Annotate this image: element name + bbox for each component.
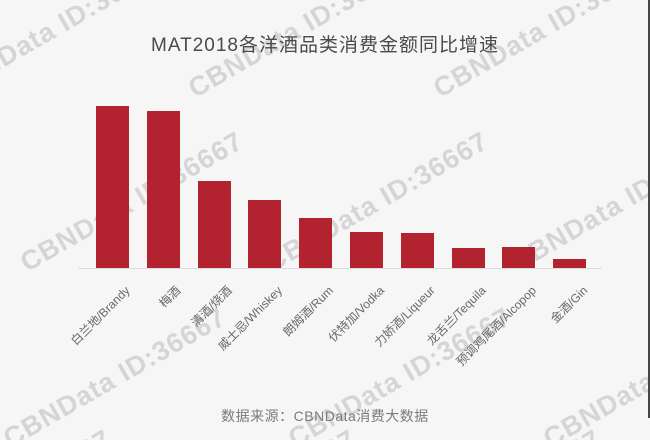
bar-2	[146, 111, 180, 268]
x-axis-label-10: 金酒/Gin	[547, 283, 591, 326]
bar-8	[451, 248, 485, 268]
bar-5	[299, 218, 333, 268]
x-axis-label-2: 梅酒	[156, 283, 184, 311]
x-axis-label-1: 白兰地/Brandy	[68, 283, 133, 349]
bar-7	[400, 233, 434, 268]
bar-10	[553, 259, 587, 268]
data-source-note: 数据来源：CBNData消费大数据	[221, 408, 429, 424]
bar-1	[96, 106, 129, 268]
image-right-edge-line	[648, 0, 650, 418]
bar-9	[502, 247, 536, 268]
x-axis-line	[78, 268, 602, 269]
x-axis-label-3: 清酒/烧酒	[188, 283, 235, 330]
bar-4	[248, 200, 282, 268]
bar-3	[197, 181, 231, 268]
bar-6	[350, 232, 383, 268]
chart-title: MAT2018各洋酒品类消费金额同比增速	[151, 35, 499, 56]
